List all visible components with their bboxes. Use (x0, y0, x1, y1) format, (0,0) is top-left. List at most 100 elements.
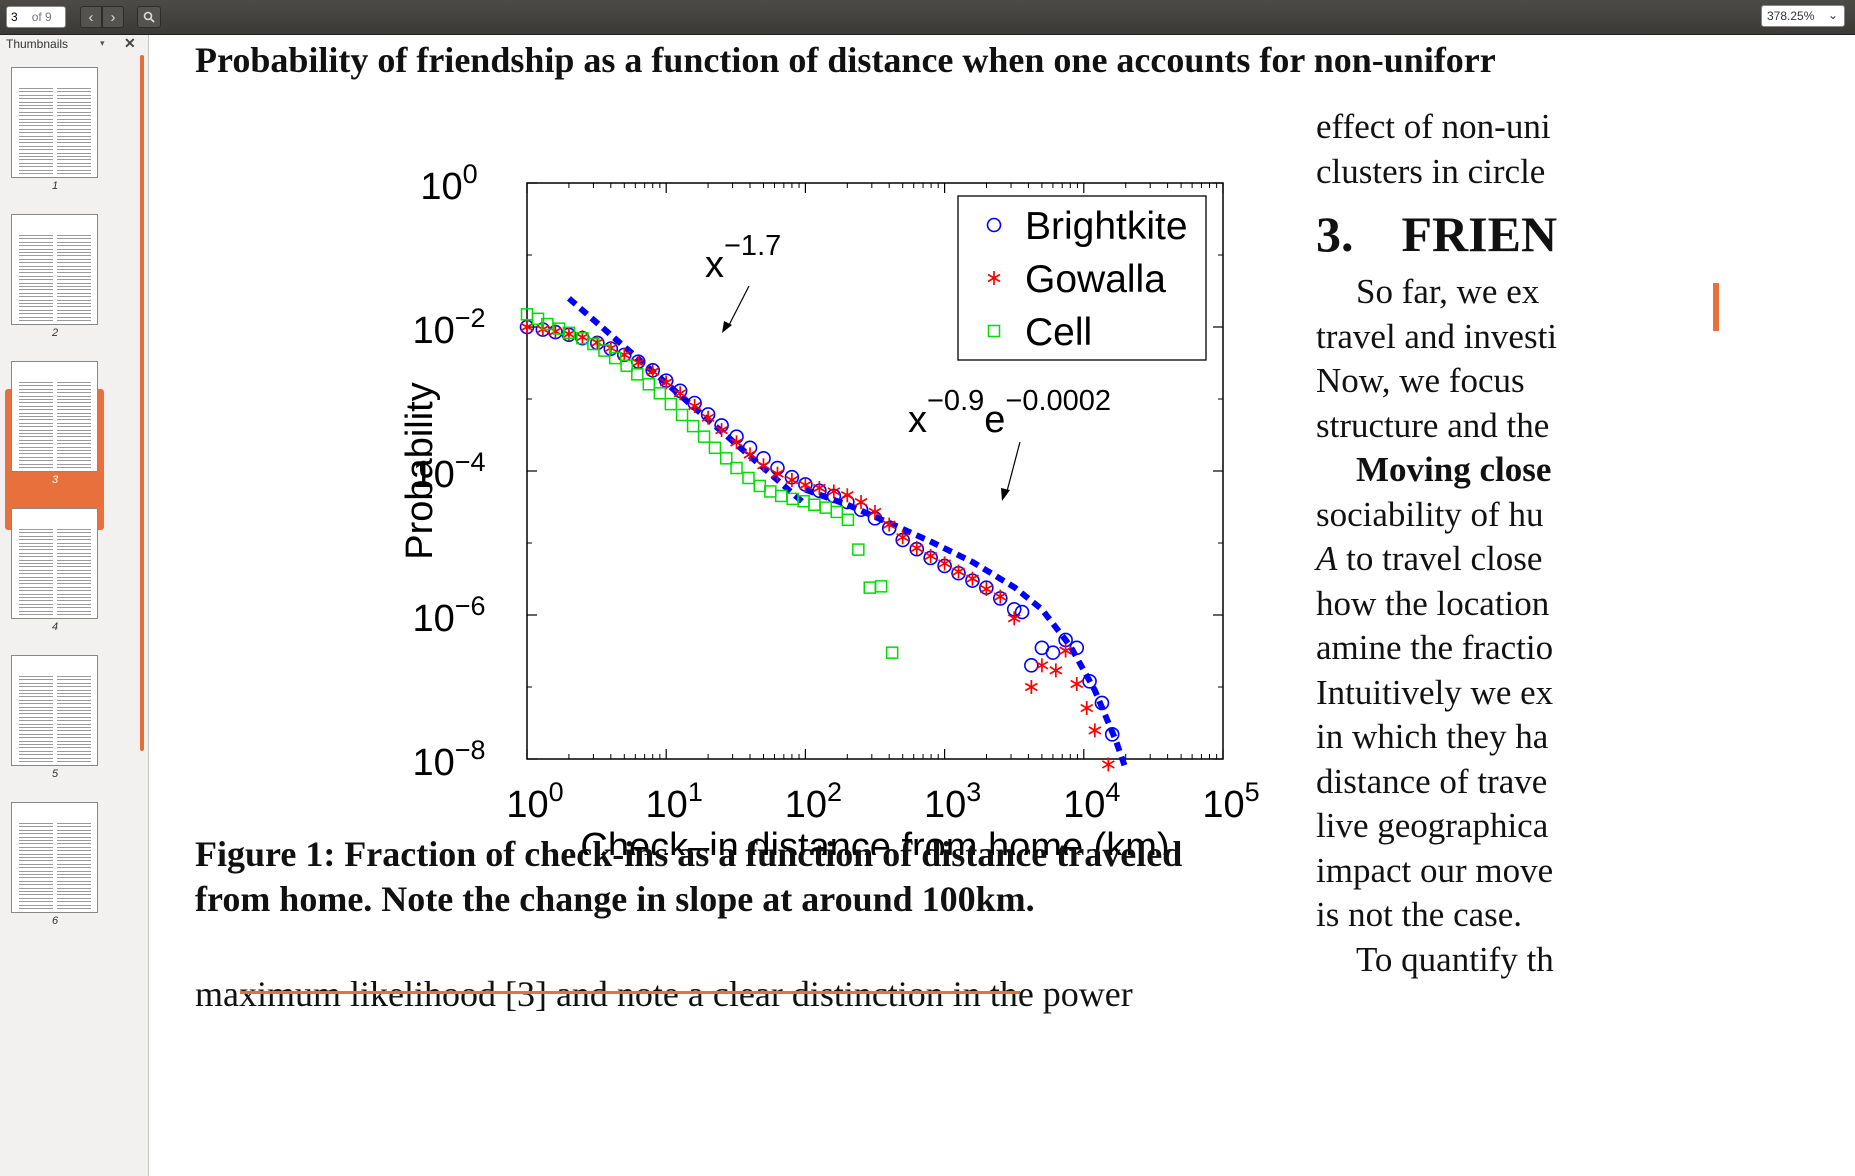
text-line: clusters in circle (1316, 151, 1546, 191)
thumbnail-text-line (57, 235, 91, 236)
legend-marker-cell (987, 324, 1001, 338)
data-point-cell (552, 322, 566, 335)
thumbnail-text-line (57, 733, 91, 735)
section-3-heading: 3. FRIEN (1316, 204, 1855, 264)
data-point-gowalla (840, 488, 854, 503)
thumbnail-page[interactable] (11, 214, 98, 325)
thumbnail-text-line (19, 235, 53, 236)
data-point-cell (852, 543, 865, 556)
thumbnail-text-line (19, 105, 53, 106)
thumbnail-text-line (57, 754, 91, 756)
thumbnail-text-line (57, 88, 91, 89)
data-point-cell (885, 646, 899, 659)
right-column-text: effect of non-uni clusters in circle 3. F… (1316, 105, 1855, 982)
thumbnail-page[interactable] (11, 802, 98, 913)
thumbnail-text-line (57, 145, 91, 147)
thumbnail-text-line (57, 682, 91, 684)
thumbnail-text-line (57, 539, 91, 541)
legend-label: Brightkite (1025, 205, 1188, 248)
sidebar-dropdown-icon[interactable]: ▾ (100, 38, 105, 48)
page-total: of 9 (31, 10, 52, 24)
search-button[interactable] (137, 6, 161, 28)
thumbnail-text-line (57, 245, 91, 247)
thumbnail-text-line (57, 392, 91, 394)
thumbnail-text-line (57, 860, 91, 862)
previous-page-button[interactable]: ‹ (80, 6, 102, 28)
thumbnail-text-line (19, 156, 53, 157)
thumbnail-text-line (19, 846, 53, 848)
thumbnail-page[interactable] (11, 67, 98, 178)
close-icon[interactable]: ✕ (124, 35, 136, 51)
thumbnail-text-line (57, 590, 91, 592)
thumbnail-text-line (57, 542, 91, 544)
data-point-cell (598, 344, 611, 357)
thumbnail-text-line (57, 713, 91, 715)
thumbnail-page[interactable] (11, 361, 98, 472)
thumbnail-text-line (57, 289, 91, 291)
y-tick-label: 100 (420, 159, 477, 208)
thumbnail-text-line (57, 867, 91, 869)
thumbnail-page[interactable] (11, 655, 98, 766)
thumbnail-text-line (19, 853, 53, 855)
thumbnail-text-line (57, 456, 91, 458)
thumbnail-text-line (19, 252, 53, 253)
thumbnail-text-line (57, 156, 91, 157)
thumbnail-text-line (19, 460, 53, 462)
thumbnail-text-line (57, 272, 91, 274)
sidebar-scrollbar[interactable] (140, 55, 144, 751)
current-page[interactable]: 3 (11, 10, 18, 24)
thumbnail-text-line (19, 583, 53, 585)
thumbnail-text-line (19, 887, 53, 889)
star-stroke (604, 343, 618, 353)
thumbnail-text-line (19, 569, 53, 571)
thumbnail-text-line (57, 409, 91, 411)
thumbnail-text-line (19, 128, 53, 130)
thumbnail-text-line (57, 463, 91, 465)
thumbnail-text-line (57, 549, 91, 551)
thumbnail-text-line (57, 904, 91, 906)
star-stroke (1059, 646, 1073, 655)
thumbnail-text-line (57, 610, 91, 612)
thumbnail-text-line (19, 433, 53, 434)
thumbnail-text-line (57, 836, 91, 838)
star-stroke (868, 507, 882, 517)
x-axis-label: Check–in distance from home (km) (580, 826, 1169, 855)
thumbnail-text-line (57, 149, 91, 151)
thumbnail-text-line (57, 846, 91, 848)
data-point-cell (730, 461, 743, 475)
page-number-input[interactable]: 3 of 9 (6, 6, 66, 28)
y-tick-label: 10−2 (412, 303, 485, 352)
thumbnail-text-line (57, 689, 91, 691)
fit-line (804, 486, 1129, 770)
text-fragment: to travel close (1337, 539, 1543, 578)
thumbnail-text-line (19, 884, 53, 886)
thumbnail-text-line (19, 559, 53, 561)
text-line: To quantify th (1356, 939, 1554, 979)
thumbnail-text-line (57, 292, 91, 294)
thumbnail-text-line (57, 265, 91, 267)
next-page-button[interactable]: › (102, 6, 124, 28)
data-point-cell (686, 419, 700, 433)
thumbnail-page[interactable] (11, 508, 98, 619)
thumbnail-text-line (19, 245, 53, 247)
thumbnail-text-line (19, 610, 53, 612)
thumbnail-text-line (57, 686, 91, 688)
thumbnail-text-line (19, 94, 53, 96)
text-line: impact our move (1316, 850, 1554, 890)
data-point-gowalla (979, 581, 993, 596)
sidebar-header: Thumbnails ▾ ✕ (0, 35, 148, 57)
thumbnail-text-line (19, 152, 53, 154)
thumbnail-text-line (57, 750, 91, 752)
data-point-gowalla (1080, 701, 1094, 716)
thumbnail-text-line (57, 316, 91, 318)
thumbnail-text-line (19, 258, 53, 260)
text-line: So far, we ex (1356, 272, 1540, 311)
thumbnail-text-line (57, 122, 91, 123)
thumbnail-text-line (19, 450, 53, 451)
thumbnail-text-line (19, 115, 53, 117)
y-tick-label: 10−4 (412, 447, 485, 496)
data-point-gowalla (1024, 680, 1038, 694)
star-stroke (1080, 703, 1094, 713)
zoom-select[interactable]: 378.25% ⌄ (1761, 5, 1845, 27)
star-stroke (673, 389, 687, 398)
